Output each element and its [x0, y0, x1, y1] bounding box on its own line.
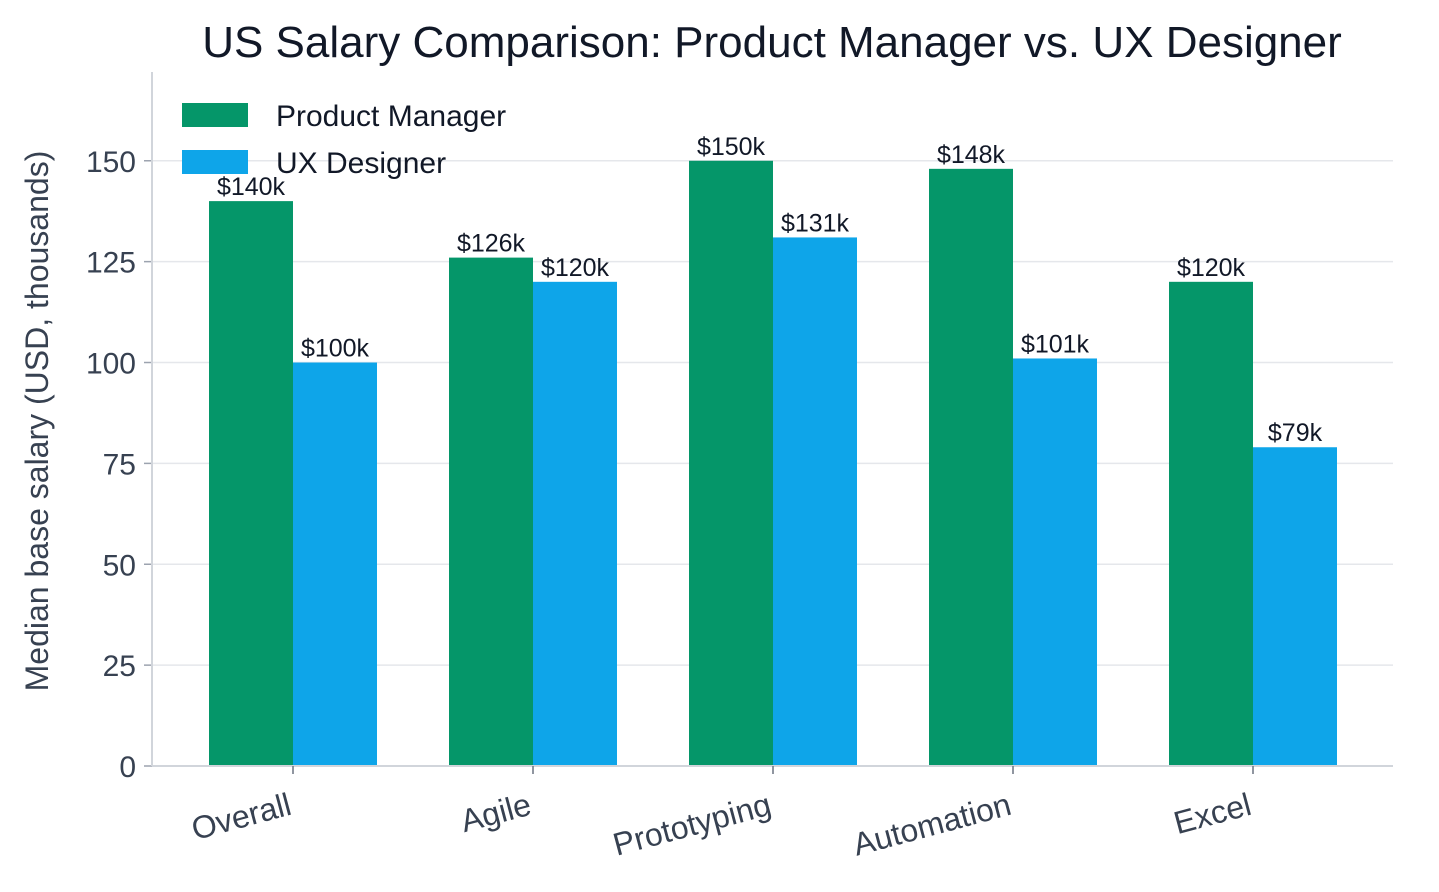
legend-label: Product Manager [276, 100, 506, 133]
data-labels: $140k $100k $126k $120k $150k $131k $148k $101k… [217, 133, 1323, 447]
bar-ux-designer [773, 237, 857, 766]
data-label: $148k [937, 141, 1006, 169]
y-tick-label: 25 [103, 650, 136, 683]
y-tick-label: 0 [119, 751, 136, 784]
bar-product-manager [209, 201, 293, 766]
bar-product-manager [1169, 281, 1253, 766]
legend-label: UX Designer [276, 147, 446, 180]
bar-ux-designer [1253, 447, 1337, 766]
y-tick-label: 125 [86, 247, 136, 280]
data-label: $79k [1268, 419, 1323, 447]
y-tick-label: 100 [86, 348, 136, 381]
bar-product-manager [929, 168, 1013, 766]
legend-swatch [182, 150, 248, 174]
bar-product-manager [449, 257, 533, 766]
legend-swatch [182, 103, 248, 127]
y-tick-label: 150 [86, 146, 136, 179]
bars [209, 160, 1337, 766]
bar-ux-designer [1013, 358, 1097, 766]
data-label: $150k [697, 133, 766, 161]
x-tick-label: Overall [188, 786, 295, 847]
y-tick-label: 50 [103, 549, 136, 582]
x-tick-label: Excel [1170, 786, 1255, 841]
data-label: $126k [457, 230, 526, 258]
bar-ux-designer [533, 281, 617, 766]
bar-ux-designer [293, 362, 377, 766]
data-label: $120k [1177, 254, 1246, 282]
bar-product-manager [689, 160, 773, 766]
legend: Product Manager UX Designer [182, 100, 506, 180]
x-tick-label: Automation [849, 786, 1015, 863]
data-label: $101k [1021, 330, 1090, 358]
data-label: $131k [781, 209, 850, 237]
data-label: $140k [217, 173, 286, 201]
data-label: $100k [301, 335, 370, 363]
x-tick-label: Agile [457, 786, 535, 839]
data-label: $120k [541, 254, 610, 282]
y-axis-label: Median base salary (USD, thousands) [19, 151, 55, 692]
chart-title: US Salary Comparison: Product Manager vs… [202, 18, 1342, 67]
y-tick-label: 75 [103, 448, 136, 481]
x-tick-label: Prototyping [609, 786, 775, 863]
